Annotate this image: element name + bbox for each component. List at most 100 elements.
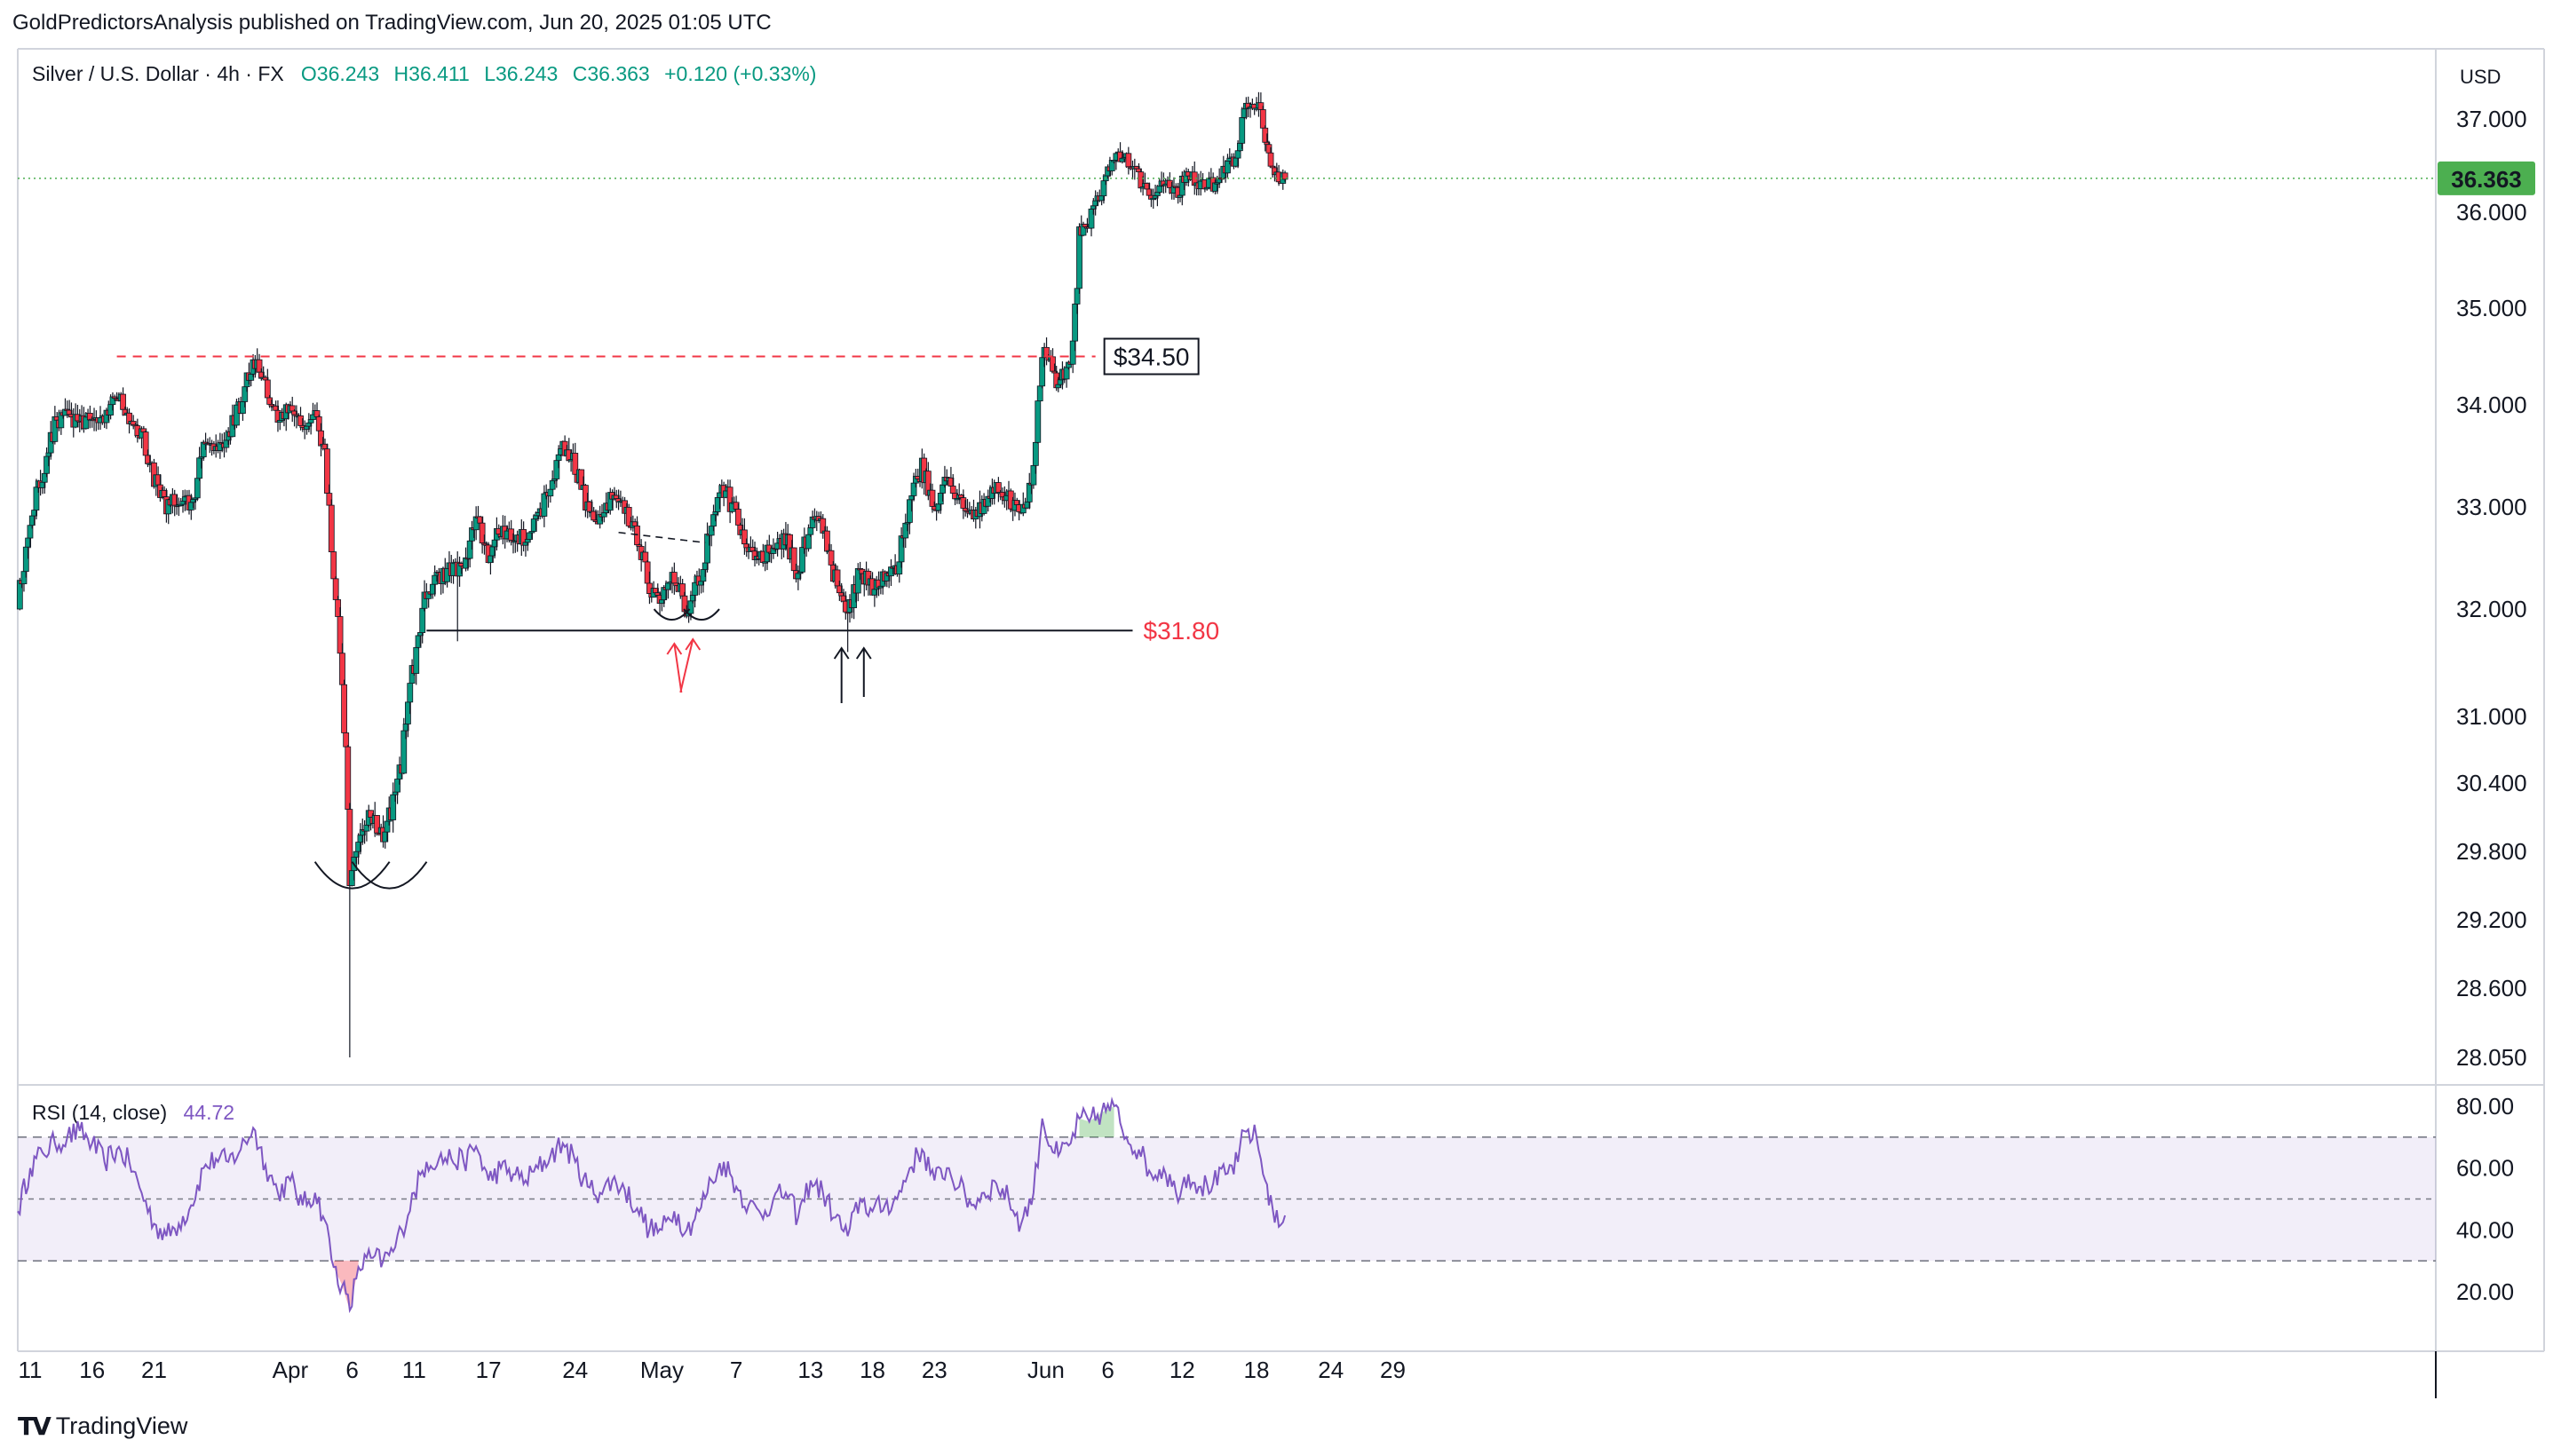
- open-value: O36.243: [300, 62, 380, 85]
- time-tick-label: 16: [79, 1357, 105, 1383]
- arrow-head: [855, 646, 872, 660]
- candle-body: [1156, 186, 1163, 193]
- time-tick-label: May: [640, 1357, 684, 1383]
- candle-body: [1234, 150, 1241, 159]
- time-tick-label: 11: [402, 1357, 426, 1383]
- arrow-shaft: [673, 643, 683, 693]
- candle-body: [330, 551, 337, 580]
- time-tick-label: 24: [1318, 1357, 1344, 1383]
- close-value: C36.363: [572, 62, 650, 85]
- time-tick-label: 24: [562, 1357, 588, 1383]
- price-tick-label: 37.000: [2456, 106, 2527, 132]
- price-tick-label: 32.000: [2456, 596, 2527, 622]
- rsi-oversold-fill: [333, 1261, 359, 1310]
- rsi-label: RSI (14, close): [32, 1101, 168, 1124]
- price-tick-label: 36.000: [2456, 199, 2527, 226]
- price-tick-label: 31.000: [2456, 703, 2527, 730]
- up-arrow-black: [833, 646, 850, 703]
- candle-body: [1281, 172, 1288, 180]
- time-tick-label: 13: [797, 1357, 823, 1383]
- change-value: +0.120 (+0.33%): [664, 62, 817, 85]
- rsi-pane: [17, 1096, 2436, 1314]
- tradingview-brand: TradingView: [55, 1412, 188, 1439]
- candle-body: [735, 509, 741, 526]
- candle-body: [413, 646, 420, 674]
- price-axis[interactable]: 28.050 28.600 29.200 29.800 30.400 31.000 32.0…: [2438, 106, 2535, 1305]
- resistance-label-box: [1103, 337, 1200, 376]
- resistance-label: $34.50: [1114, 344, 1190, 371]
- arrow-head: [833, 646, 850, 660]
- candles: [16, 91, 1288, 1057]
- candle-body: [807, 527, 814, 535]
- annotations: $34.50 $31.80: [18, 178, 2436, 890]
- candle-body: [949, 486, 956, 495]
- time-tick-label: 11: [18, 1357, 42, 1383]
- arrow-shaft: [679, 638, 694, 693]
- time-tick-label: Apr: [273, 1357, 309, 1383]
- candle-body: [1125, 153, 1132, 168]
- time-tick-label: 18: [1244, 1357, 1270, 1383]
- current-price-label: 36.363: [2451, 166, 2522, 193]
- rsi-tick-label: 40.00: [2456, 1216, 2514, 1243]
- candle-body: [1035, 400, 1042, 443]
- candle-body: [343, 732, 350, 748]
- candle-body: [634, 526, 640, 546]
- up-arrow-red: [679, 637, 702, 693]
- candle-body: [328, 504, 335, 552]
- candle-body: [1259, 109, 1266, 129]
- price-tick-label: 30.400: [2456, 770, 2527, 796]
- candle-body: [345, 746, 352, 810]
- time-tick-label: 18: [860, 1357, 885, 1383]
- candle-body: [419, 607, 426, 633]
- support-label: $31.80: [1144, 617, 1220, 645]
- time-tick-label: 6: [345, 1357, 358, 1383]
- published-line: GoldPredictorsAnalysis published on Trad…: [12, 11, 772, 35]
- candle-body: [407, 683, 414, 703]
- candle-body: [194, 478, 201, 499]
- tradingview-mark-icon: 𝗧𝗩: [18, 1412, 52, 1440]
- time-tick-label: 6: [1101, 1357, 1114, 1383]
- candle-body: [1239, 117, 1246, 144]
- rsi-value: 44.72: [183, 1101, 235, 1124]
- bottom-arc: [313, 861, 391, 890]
- price-tick-label: 33.000: [2456, 494, 2527, 520]
- time-tick-label: 29: [1380, 1357, 1406, 1383]
- chart-frame: [17, 48, 2545, 1398]
- time-tick-label: 7: [730, 1357, 742, 1383]
- time-axis[interactable]: 11 16 21 Apr 6 11 17 24 May 7 13 18 23 Jun 6 12 18 24 29: [18, 1357, 1405, 1383]
- current-price-badge: [2438, 161, 2535, 195]
- time-tick-label: 12: [1169, 1357, 1195, 1383]
- candle-body: [670, 572, 678, 584]
- neckline: [618, 531, 706, 544]
- time-tick-label: 23: [922, 1357, 947, 1383]
- symbol-legend: Silver / U.S. Dollar · 4h · FX O36.243 H…: [32, 62, 825, 86]
- candle-body: [307, 419, 314, 423]
- arrow-head: [666, 642, 683, 655]
- rsi-tick-label: 80.00: [2456, 1093, 2514, 1120]
- rsi-tick-label: 60.00: [2456, 1155, 2514, 1182]
- price-tick-label: 34.000: [2456, 392, 2527, 418]
- candle-body: [547, 488, 554, 497]
- rsi-line: [17, 1096, 1287, 1314]
- candle-body: [1032, 441, 1039, 466]
- tradingview-logo[interactable]: 𝗧𝗩 TradingView: [18, 1412, 187, 1441]
- time-tick-label: Jun: [1027, 1357, 1065, 1383]
- price-tick-label: 29.800: [2456, 838, 2527, 865]
- price-tick-label: 28.600: [2456, 975, 2527, 1001]
- high-value: H36.411: [393, 62, 470, 85]
- rsi-legend: RSI (14, close) 44.72: [32, 1101, 234, 1125]
- up-arrow-black: [855, 646, 872, 697]
- price-tick-label: 35.000: [2456, 295, 2527, 321]
- candle-body: [341, 684, 347, 733]
- candle-body: [1267, 152, 1274, 167]
- time-tick-label: 17: [476, 1357, 502, 1383]
- arrow-head: [685, 637, 702, 651]
- price-tick-label: 28.050: [2456, 1044, 2527, 1071]
- bottom-arc: [351, 861, 428, 890]
- price-tick-label: 29.200: [2456, 906, 2527, 933]
- small-bottom-arc: [683, 608, 720, 621]
- rsi-overbought-fill: [1079, 1106, 1114, 1137]
- symbol-name: Silver / U.S. Dollar · 4h · FX: [32, 62, 284, 85]
- currency-label: USD: [2460, 66, 2502, 88]
